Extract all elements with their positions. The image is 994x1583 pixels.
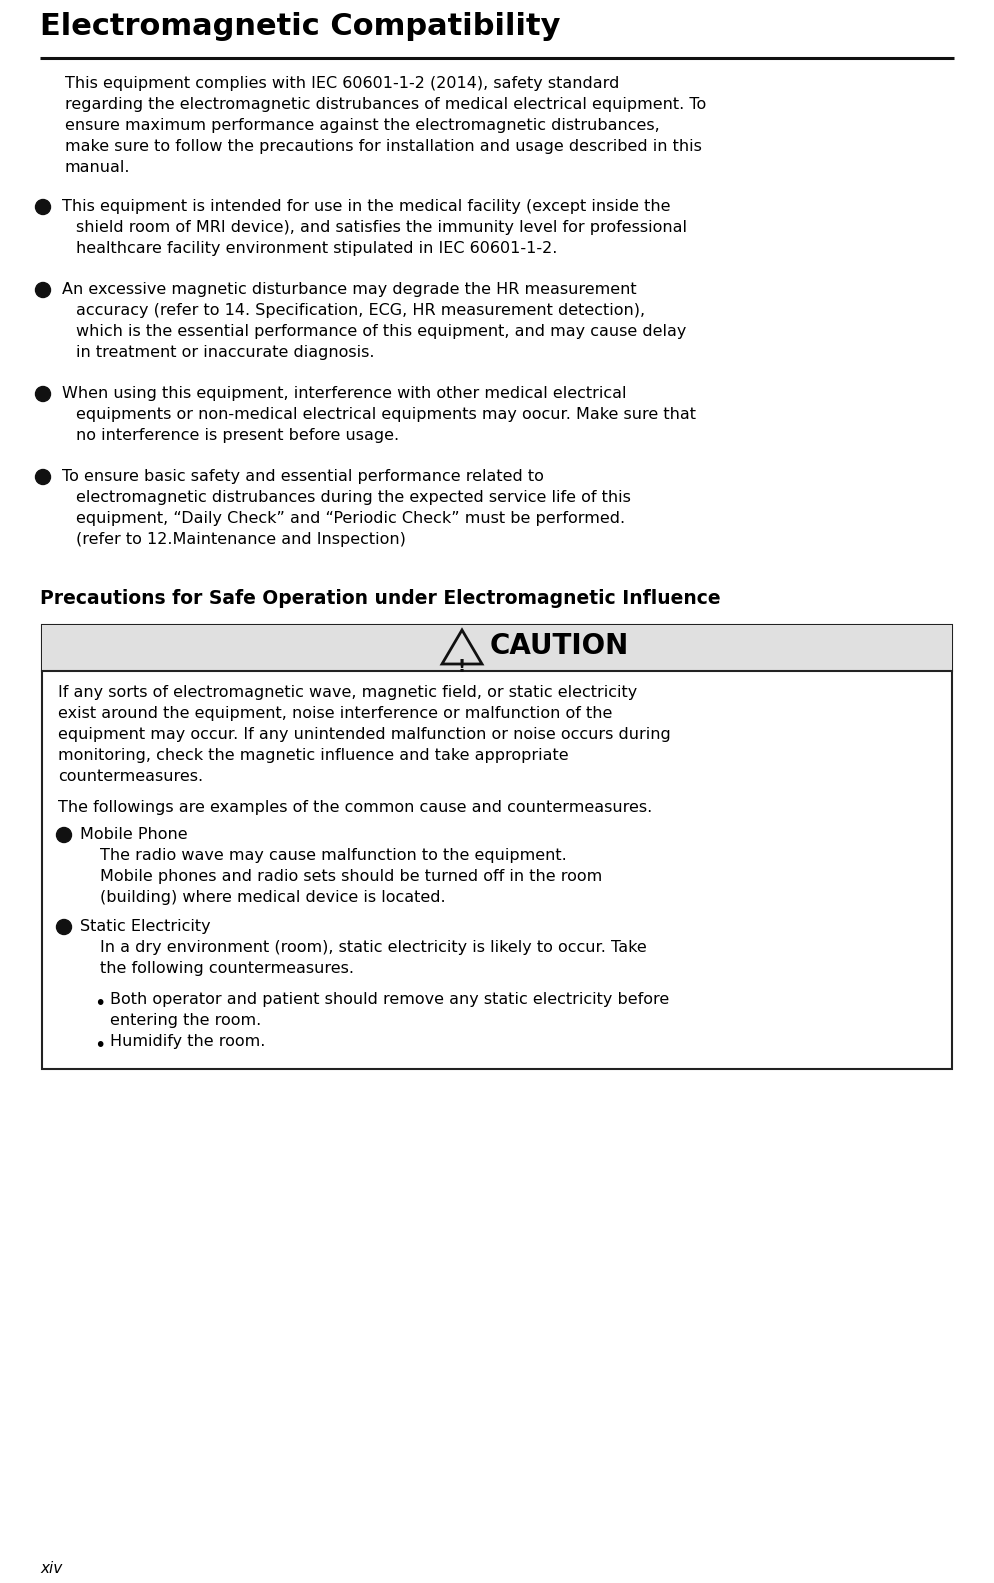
Text: equipment, “Daily Check” and “Periodic Check” must be performed.: equipment, “Daily Check” and “Periodic C… bbox=[76, 511, 625, 526]
Text: An excessive magnetic disturbance may degrade the HR measurement: An excessive magnetic disturbance may de… bbox=[62, 282, 636, 298]
Text: The followings are examples of the common cause and countermeasures.: The followings are examples of the commo… bbox=[58, 799, 652, 815]
Text: Mobile phones and radio sets should be turned off in the room: Mobile phones and radio sets should be t… bbox=[100, 869, 602, 883]
Circle shape bbox=[36, 470, 51, 484]
Text: which is the essential performance of this equipment, and may cause delay: which is the essential performance of th… bbox=[76, 325, 687, 339]
Text: !: ! bbox=[458, 659, 466, 676]
Text: Mobile Phone: Mobile Phone bbox=[80, 826, 188, 842]
Text: accuracy (refer to 14. Specification, ECG, HR measurement detection),: accuracy (refer to 14. Specification, EC… bbox=[76, 302, 645, 318]
Text: monitoring, check the magnetic influence and take appropriate: monitoring, check the magnetic influence… bbox=[58, 749, 569, 763]
Text: The radio wave may cause malfunction to the equipment.: The radio wave may cause malfunction to … bbox=[100, 848, 567, 863]
Text: xiv: xiv bbox=[40, 1561, 63, 1577]
Text: •: • bbox=[94, 994, 105, 1013]
Text: equipments or non-medical electrical equipments may oocur. Make sure that: equipments or non-medical electrical equ… bbox=[76, 407, 696, 423]
Text: make sure to follow the precautions for installation and usage described in this: make sure to follow the precautions for … bbox=[65, 139, 702, 154]
Text: Both operator and patient should remove any static electricity before: Both operator and patient should remove … bbox=[110, 993, 669, 1007]
Text: shield room of MRI device), and satisfies the immunity level for professional: shield room of MRI device), and satisfie… bbox=[76, 220, 687, 234]
Text: Humidify the room.: Humidify the room. bbox=[110, 1034, 265, 1050]
Circle shape bbox=[57, 920, 72, 934]
Polygon shape bbox=[442, 630, 482, 663]
Text: entering the room.: entering the room. bbox=[110, 1013, 261, 1027]
Text: exist around the equipment, noise interference or malfunction of the: exist around the equipment, noise interf… bbox=[58, 706, 612, 720]
Text: no interference is present before usage.: no interference is present before usage. bbox=[76, 427, 400, 443]
Text: •: • bbox=[94, 1035, 105, 1054]
Text: countermeasures.: countermeasures. bbox=[58, 769, 203, 784]
Text: This equipment complies with IEC 60601-1-2 (2014), safety standard: This equipment complies with IEC 60601-1… bbox=[65, 76, 619, 90]
Text: the following countermeasures.: the following countermeasures. bbox=[100, 961, 354, 977]
Text: Precautions for Safe Operation under Electromagnetic Influence: Precautions for Safe Operation under Ele… bbox=[40, 589, 721, 608]
Text: electromagnetic distrubances during the expected service life of this: electromagnetic distrubances during the … bbox=[76, 491, 631, 505]
Text: equipment may occur. If any unintended malfunction or noise occurs during: equipment may occur. If any unintended m… bbox=[58, 727, 671, 742]
Text: Static Electricity: Static Electricity bbox=[80, 920, 211, 934]
Circle shape bbox=[36, 386, 51, 402]
Text: Electromagnetic Compatibility: Electromagnetic Compatibility bbox=[40, 13, 561, 41]
Text: healthcare facility environment stipulated in IEC 60601-1-2.: healthcare facility environment stipulat… bbox=[76, 241, 558, 256]
Text: (refer to 12.Maintenance and Inspection): (refer to 12.Maintenance and Inspection) bbox=[76, 532, 406, 548]
Circle shape bbox=[57, 828, 72, 842]
Text: ensure maximum performance against the electromagnetic distrubances,: ensure maximum performance against the e… bbox=[65, 119, 660, 133]
Text: This equipment is intended for use in the medical facility (except inside the: This equipment is intended for use in th… bbox=[62, 199, 671, 214]
Bar bbox=[42, 625, 952, 1069]
Text: (building) where medical device is located.: (building) where medical device is locat… bbox=[100, 890, 445, 905]
Circle shape bbox=[36, 282, 51, 298]
Text: in treatment or inaccurate diagnosis.: in treatment or inaccurate diagnosis. bbox=[76, 345, 375, 359]
Text: If any sorts of electromagnetic wave, magnetic field, or static electricity: If any sorts of electromagnetic wave, ma… bbox=[58, 685, 637, 700]
Text: manual.: manual. bbox=[65, 160, 130, 176]
Text: CAUTION: CAUTION bbox=[490, 632, 629, 660]
Text: To ensure basic safety and essential performance related to: To ensure basic safety and essential per… bbox=[62, 469, 544, 484]
Text: regarding the electromagnetic distrubances of medical electrical equipment. To: regarding the electromagnetic distrubanc… bbox=[65, 97, 707, 112]
Circle shape bbox=[36, 199, 51, 215]
Bar bbox=[42, 625, 952, 671]
Text: When using this equipment, interference with other medical electrical: When using this equipment, interference … bbox=[62, 386, 626, 400]
Text: In a dry environment (room), static electricity is likely to occur. Take: In a dry environment (room), static elec… bbox=[100, 940, 647, 955]
